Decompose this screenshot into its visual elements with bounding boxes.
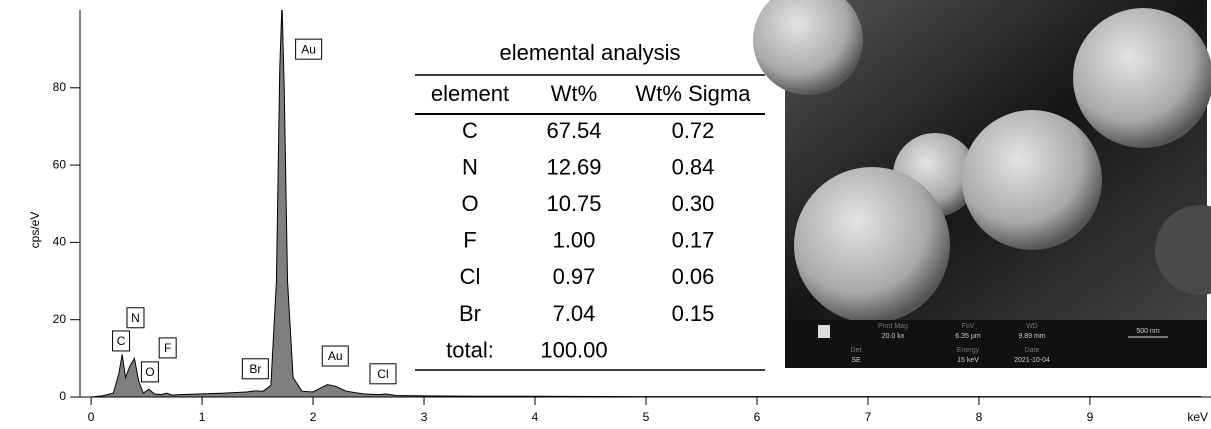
spectrum-area bbox=[91, 10, 1202, 398]
sem-logo bbox=[818, 325, 830, 338]
annotation-label: Au bbox=[301, 42, 316, 56]
annotation-box bbox=[112, 330, 131, 352]
sem-label: WD bbox=[1026, 323, 1038, 330]
peak-annotation: Cl bbox=[369, 363, 397, 385]
x-tick-label: 1 bbox=[199, 410, 206, 424]
sem-image: Print Mag 20.0 kx FoV 6.35 µm WD 9.89 mm… bbox=[753, 0, 1211, 368]
peak-annotation: Br bbox=[241, 358, 269, 380]
annotation-box bbox=[126, 307, 145, 329]
table-header: element bbox=[431, 81, 509, 106]
y-tick-label: 40 bbox=[53, 235, 67, 249]
results-table: elemental analysis element Wt% Wt% Sigma C 6… bbox=[415, 40, 765, 371]
sem-particle bbox=[1155, 205, 1211, 295]
peak-annotation: O bbox=[140, 361, 159, 383]
annotation-box bbox=[158, 337, 177, 359]
sem-scale-label: 500 nm bbox=[1136, 328, 1160, 335]
table-cell: total: bbox=[446, 337, 494, 362]
table-cell: 0.72 bbox=[672, 118, 715, 143]
y-axis-label: cps/eV bbox=[28, 212, 42, 249]
table-cell: 10.75 bbox=[546, 191, 601, 216]
table-cell: O bbox=[461, 191, 478, 216]
x-tick-label: 9 bbox=[1087, 410, 1094, 424]
sem-label: Det bbox=[851, 347, 862, 354]
x-tick-label: 4 bbox=[532, 410, 539, 424]
table-cell: 7.04 bbox=[553, 301, 596, 326]
table-cell: 1.00 bbox=[553, 228, 596, 253]
table-cell: 0.17 bbox=[672, 228, 715, 253]
table-cell: 0.30 bbox=[672, 191, 715, 216]
x-axis-label: keV bbox=[1187, 410, 1208, 424]
y-tick-label: 60 bbox=[53, 157, 67, 171]
annotation-label: Cl bbox=[377, 367, 388, 381]
annotation-box bbox=[369, 363, 397, 385]
table-cell: Br bbox=[459, 301, 481, 326]
annotation-label: F bbox=[164, 341, 171, 355]
annotation-label: Au bbox=[328, 349, 343, 363]
annotation-box bbox=[140, 361, 159, 383]
sem-particle bbox=[1073, 8, 1211, 148]
annotation-label: N bbox=[131, 311, 140, 325]
x-tick-label: 7 bbox=[865, 410, 872, 424]
y-tick-label: 80 bbox=[53, 80, 67, 94]
sem-value: 9.89 mm bbox=[1018, 333, 1045, 340]
table-cell: 0.15 bbox=[672, 301, 715, 326]
x-tick-label: 3 bbox=[421, 410, 428, 424]
table-header: Wt% Sigma bbox=[636, 81, 752, 106]
annotation-label: C bbox=[117, 334, 126, 348]
peak-annotation: N bbox=[126, 307, 145, 329]
y-tick-label: 20 bbox=[53, 312, 67, 326]
table-cell: 100.00 bbox=[540, 337, 607, 362]
x-tick-label: 5 bbox=[643, 410, 650, 424]
sem-label: FoV bbox=[962, 323, 975, 330]
sem-particle bbox=[794, 167, 950, 323]
x-tick-label: 8 bbox=[976, 410, 983, 424]
peak-annotation: F bbox=[158, 337, 177, 359]
sem-particle bbox=[962, 110, 1102, 250]
annotation-label: Br bbox=[249, 362, 261, 376]
sem-label: Date bbox=[1025, 347, 1040, 354]
annotation-label: O bbox=[145, 365, 154, 379]
sem-particle bbox=[753, 0, 863, 95]
table-cell: C bbox=[462, 118, 478, 143]
table-cell: 67.54 bbox=[546, 118, 601, 143]
table-cell: 0.97 bbox=[553, 264, 596, 289]
table-cell: F bbox=[463, 228, 476, 253]
table-cell: Cl bbox=[460, 264, 481, 289]
annotation-box bbox=[241, 358, 269, 380]
table-cell: 12.69 bbox=[546, 154, 601, 179]
sem-value: 2021-10-04 bbox=[1014, 357, 1050, 364]
sem-info-bar bbox=[785, 320, 1207, 368]
table-cell: 0.84 bbox=[672, 154, 715, 179]
table-title: elemental analysis bbox=[500, 40, 681, 65]
annotation-box bbox=[295, 38, 323, 60]
x-tick-label: 0 bbox=[88, 410, 95, 424]
sem-label: Energy bbox=[957, 347, 980, 354]
table-cell: N bbox=[462, 154, 478, 179]
sem-value: 6.35 µm bbox=[955, 333, 981, 340]
table-header: Wt% bbox=[551, 81, 597, 106]
sem-value: 15 keV bbox=[957, 357, 979, 364]
y-tick-label: 0 bbox=[59, 389, 66, 403]
annotation-box bbox=[321, 345, 349, 367]
sem-value: 20.0 kx bbox=[882, 333, 905, 340]
table-cell: 0.06 bbox=[672, 264, 715, 289]
peak-annotation: Au bbox=[295, 38, 323, 60]
sem-label: Print Mag bbox=[878, 323, 908, 330]
peak-annotation: Au bbox=[321, 345, 349, 367]
x-tick-label: 2 bbox=[310, 410, 317, 424]
sem-value: SE bbox=[851, 357, 861, 364]
x-tick-label: 6 bbox=[754, 410, 761, 424]
peak-annotation: C bbox=[112, 330, 131, 352]
